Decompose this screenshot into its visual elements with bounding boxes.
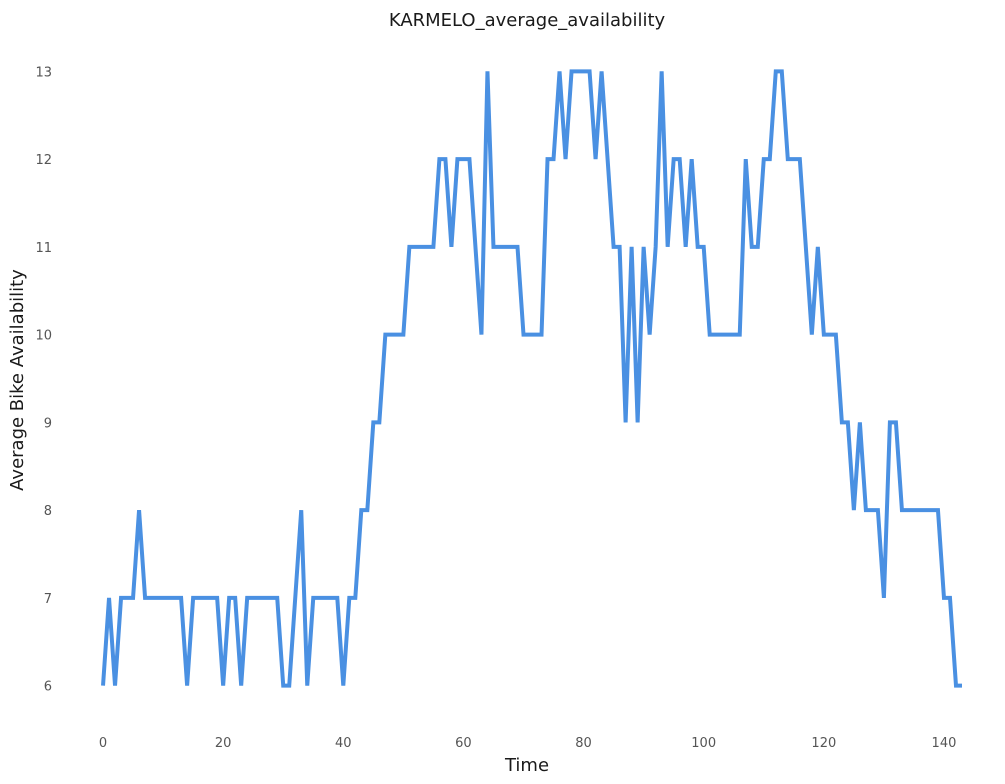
- x-axis-ticks: 0 20 40 60 80 100 120 140: [99, 736, 957, 751]
- y-tick-label: 9: [44, 416, 52, 431]
- x-axis-label: Time: [504, 755, 549, 776]
- x-tick-label: 100: [691, 736, 716, 751]
- y-tick-label: 6: [44, 680, 52, 695]
- y-axis-ticks: 6 7 8 9 10 11 12 13: [35, 65, 52, 694]
- y-tick-label: 11: [35, 241, 52, 256]
- y-tick-label: 10: [35, 329, 52, 344]
- x-tick-label: 40: [335, 736, 352, 751]
- x-tick-label: 0: [99, 736, 107, 751]
- x-tick-label: 120: [811, 736, 836, 751]
- y-tick-label: 13: [35, 65, 52, 80]
- series-line-0: [101, 69, 962, 688]
- y-tick-label: 7: [44, 592, 52, 607]
- x-tick-label: 60: [455, 736, 472, 751]
- x-tick-label: 80: [575, 736, 592, 751]
- y-tick-label: 8: [44, 504, 52, 519]
- x-tick-label: 20: [215, 736, 232, 751]
- x-tick-label: 140: [932, 736, 957, 751]
- plot-series: [101, 69, 962, 688]
- chart-title: KARMELO_average_availability: [389, 10, 666, 31]
- y-tick-label: 12: [35, 153, 52, 168]
- y-axis-label: Average Bike Availability: [7, 269, 28, 491]
